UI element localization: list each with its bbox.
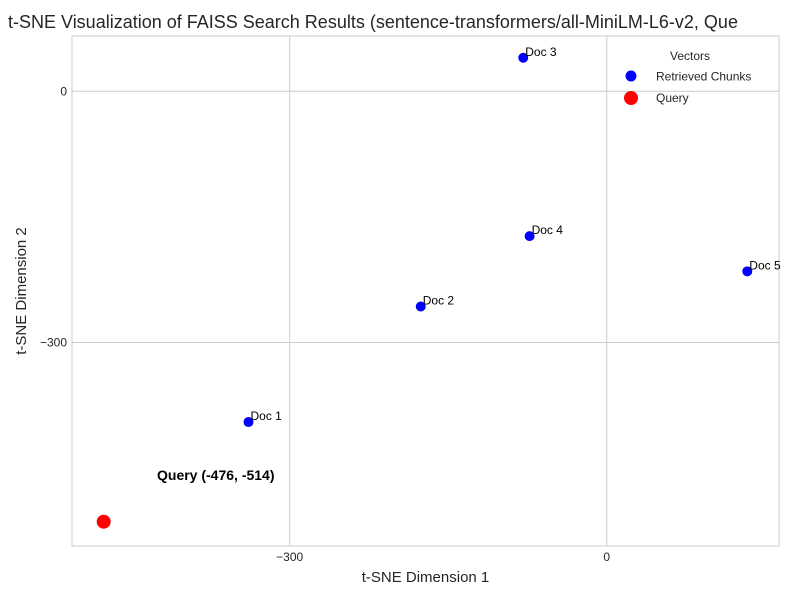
retrieved-chunk-point [243, 417, 254, 428]
y-tick-label: 0 [60, 84, 67, 98]
x-tick-label: 0 [603, 550, 610, 564]
chart-title: t-SNE Visualization of FAISS Search Resu… [8, 12, 738, 32]
legend: Vectors Retrieved Chunks Query [624, 49, 751, 105]
legend-label-query: Query [656, 91, 689, 105]
annotations: Query (-476, -514) [157, 467, 275, 483]
x-tick-label: −300 [276, 550, 303, 564]
point-label: Doc 2 [423, 293, 455, 307]
legend-marker-retrieved-chunks [625, 70, 637, 82]
point-label: Doc 5 [749, 258, 781, 272]
point-label: Doc 1 [250, 409, 282, 423]
y-axis-title: t-SNE Dimension 2 [13, 227, 30, 355]
query-point [96, 514, 111, 529]
retrieved-chunk-point [415, 301, 426, 312]
legend-label-retrieved-chunks: Retrieved Chunks [656, 70, 751, 84]
legend-marker-query [624, 91, 638, 105]
axis-ticks: −300 0 0 −300 [40, 84, 610, 564]
retrieved-chunk-point [742, 266, 753, 277]
query-annotation: Query (-476, -514) [157, 467, 275, 483]
retrieved-chunk-point [524, 231, 535, 242]
plot-frame [71, 35, 780, 547]
retrieved-chunk-point [518, 52, 529, 63]
point-label: Doc 4 [532, 223, 564, 237]
data-points: Doc 1 Doc 2 Doc 3 Doc 4 Doc 5 [96, 45, 781, 529]
y-tick-label: −300 [40, 336, 67, 350]
x-axis-title: t-SNE Dimension 1 [362, 569, 490, 586]
grid [72, 36, 779, 546]
point-label: Doc 3 [525, 45, 557, 59]
legend-title: Vectors [670, 49, 710, 63]
